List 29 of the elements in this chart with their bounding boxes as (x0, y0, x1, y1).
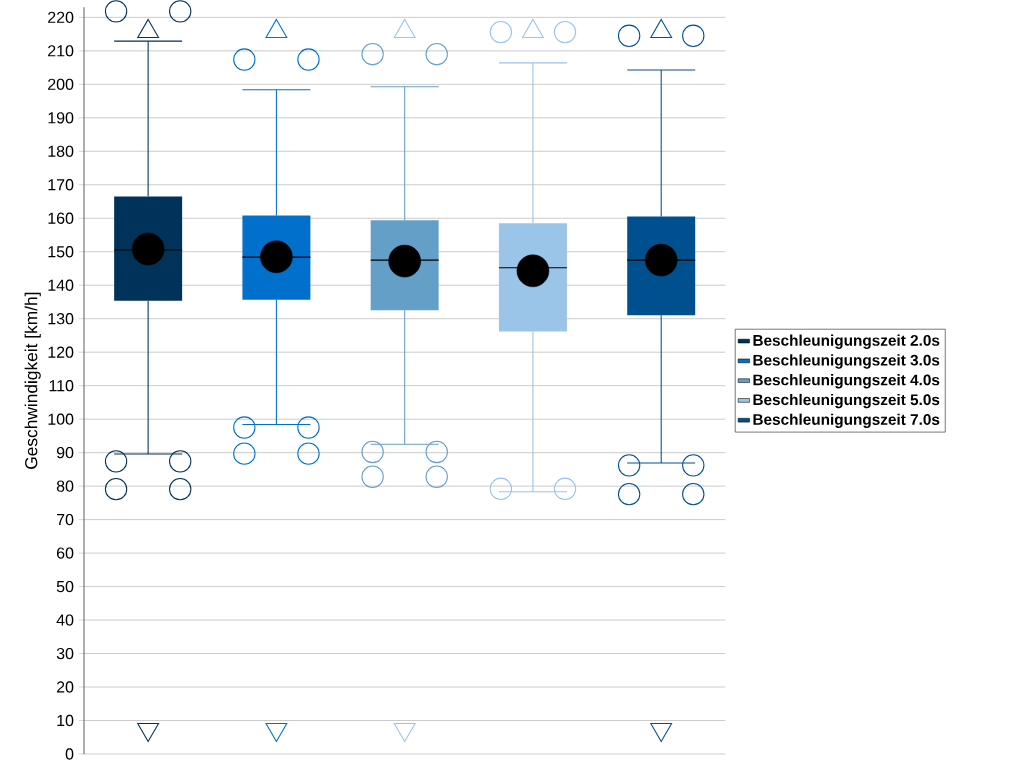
y-tick-label: 100 (48, 413, 74, 425)
y-tick-label: 150 (48, 246, 74, 258)
y-tick-label: 200 (48, 78, 74, 90)
y-tick-label: 160 (48, 212, 74, 224)
y-tick-label: 130 (48, 313, 74, 325)
y-tick-label: 20 (56, 681, 74, 693)
y-tick-label: 90 (56, 446, 74, 459)
legend-label: Beschleunigungszeit 3.0s (753, 354, 940, 369)
y-tick-label: 30 (56, 647, 74, 660)
y-tick-label: 70 (56, 513, 74, 526)
legend-label: Beschleunigungszeit 4.0s (753, 374, 940, 389)
y-tick-label: 140 (48, 279, 74, 291)
y-tick-label: 60 (56, 547, 74, 559)
legend-label: Beschleunigungszeit 2.0s (753, 334, 940, 349)
y-tick-label: 80 (56, 480, 74, 492)
y-tick-label: 50 (56, 580, 74, 593)
y-tick-label: 120 (48, 346, 74, 358)
legend-label: Beschleunigungszeit 7.0s (753, 413, 940, 428)
y-tick-label: 10 (57, 714, 74, 727)
y-tick-label: 110 (49, 380, 74, 392)
y-tick-label: 40 (56, 614, 74, 626)
y-tick-label: 180 (48, 145, 74, 157)
y-axis-title: Geschwindigkeit [km/h] (24, 292, 41, 469)
y-tick-label: 210 (48, 45, 74, 57)
y-tick-label: 0 (65, 748, 74, 760)
y-tick-label: 190 (48, 112, 74, 124)
y-tick-label: 170 (48, 179, 74, 191)
y-tick-label: 220 (48, 11, 74, 24)
legend-label: Beschleunigungszeit 5.0s (753, 393, 940, 409)
